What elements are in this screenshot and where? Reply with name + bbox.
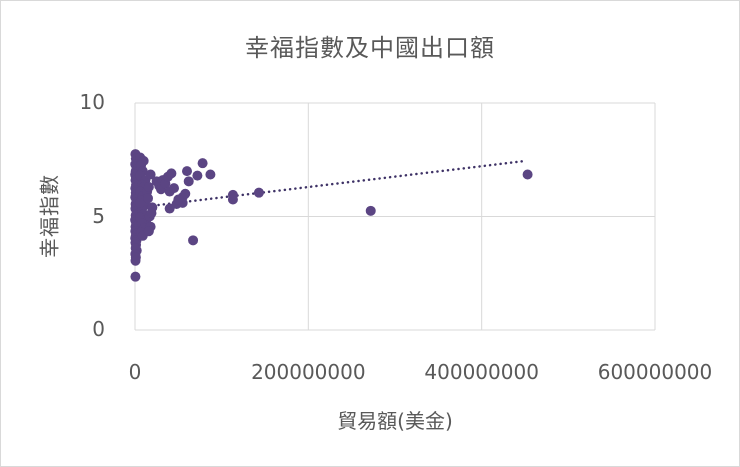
y-tick-label: 10	[79, 90, 105, 114]
trendline	[146, 159, 528, 208]
gridlines	[134, 102, 656, 331]
data-point	[143, 226, 154, 237]
data-point	[180, 188, 191, 199]
x-tick-label: 0	[128, 360, 142, 384]
data-point	[182, 166, 192, 177]
data-point	[183, 176, 194, 187]
y-tick-label: 5	[92, 203, 105, 228]
data-point	[253, 187, 264, 198]
chart-title: 幸福指數及中國出口額	[245, 34, 495, 62]
data-point	[173, 194, 184, 205]
x-axis-title: 貿易額(美金)	[337, 409, 453, 433]
data-point	[169, 183, 179, 194]
data-points	[130, 149, 533, 282]
data-point	[197, 158, 208, 169]
data-point	[143, 193, 153, 204]
data-point	[143, 181, 154, 192]
data-point	[146, 208, 157, 219]
data-point	[522, 169, 533, 180]
data-point	[192, 170, 203, 181]
data-point	[166, 168, 177, 179]
data-point	[205, 169, 216, 180]
data-point	[130, 255, 141, 266]
data-point	[227, 194, 238, 205]
x-tick-label: 600000000	[597, 360, 713, 384]
data-point	[145, 169, 156, 180]
data-point	[188, 235, 199, 246]
data-point	[365, 205, 376, 216]
data-point	[130, 271, 141, 282]
y-tick-label: 0	[92, 317, 105, 341]
x-tick-label: 200000000	[251, 360, 366, 384]
data-point	[164, 203, 175, 214]
data-point	[135, 197, 146, 208]
x-tick-label: 400000000	[424, 360, 539, 384]
y-axis-title: 幸福指數	[37, 174, 62, 258]
